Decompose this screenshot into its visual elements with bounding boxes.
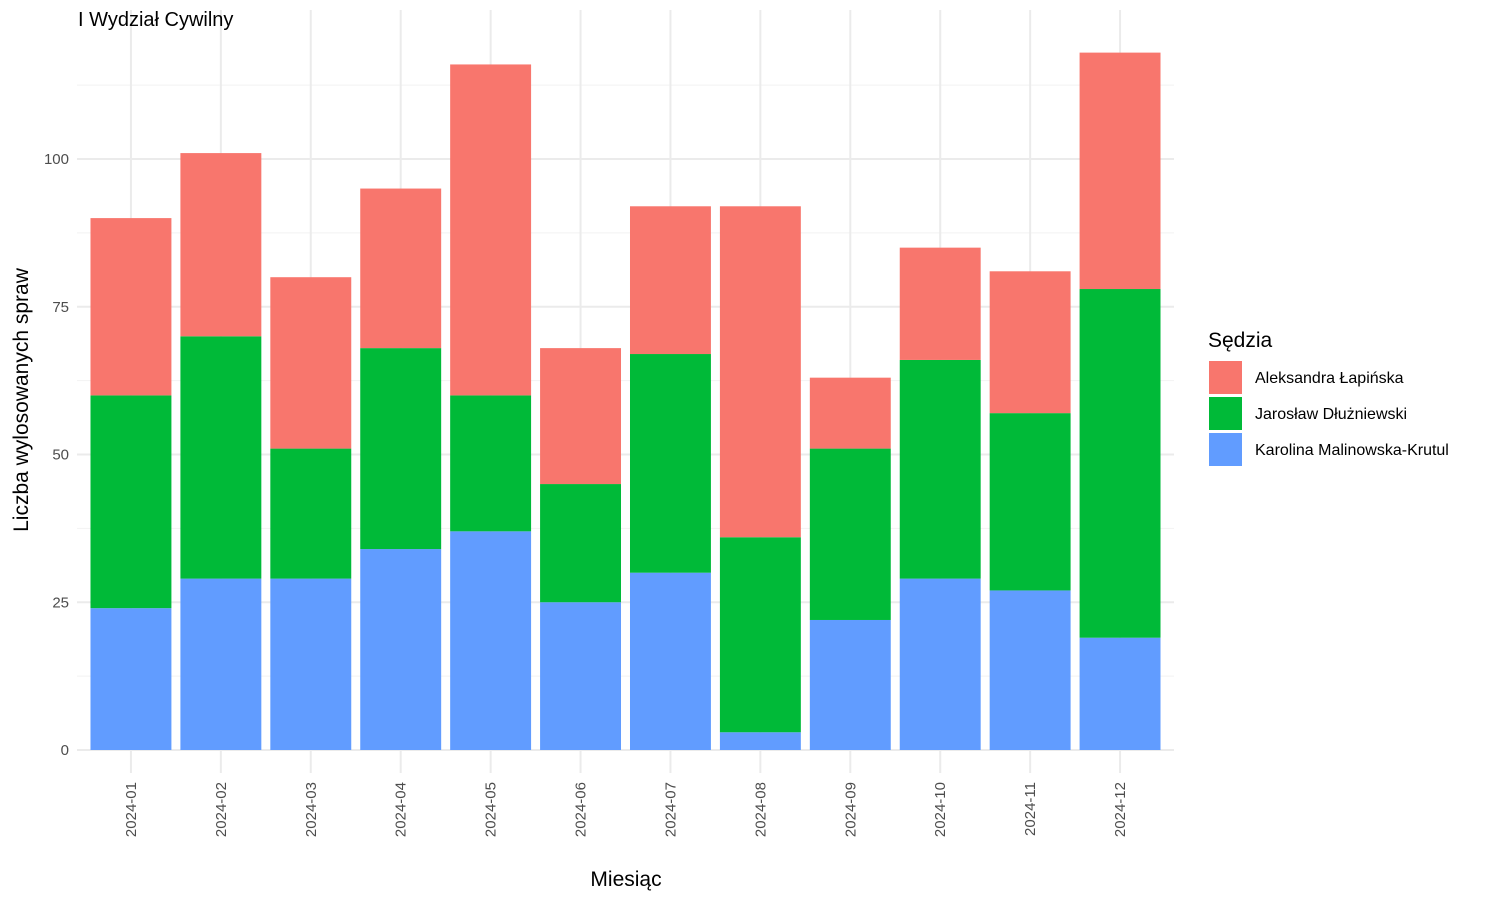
legend: Sędzia Aleksandra Łapińska Jarosław Dłużn… [1208,329,1449,466]
legend-swatch [1209,361,1242,394]
y-tick-label: 100 [44,151,69,168]
x-tick-label: 2024-02 [213,782,230,837]
x-tick-label: 2024-06 [573,782,590,837]
x-tick-label: 2024-11 [1022,782,1039,836]
bar-segment [629,572,711,750]
bar-segment [90,608,172,750]
bar-segment [360,348,442,550]
bar-segment [899,578,981,750]
y-tick-label: 75 [52,299,69,316]
y-tick-label: 50 [52,447,69,464]
x-axis-title: Miesiąc [590,868,661,891]
bar-segment [270,277,352,449]
legend-swatch [1209,397,1242,430]
bar-segment [629,206,711,355]
bar-segment [1079,289,1161,638]
x-tick-label: 2024-10 [932,782,949,837]
bar-segment [1079,52,1161,290]
bar-segment [90,395,172,609]
bar-segment [360,188,442,349]
x-tick-label: 2024-05 [483,782,500,837]
bar-segment [450,64,532,396]
bar-segment [180,336,262,579]
chart-title: I Wydział Cywilny [78,9,233,31]
bar-segment [719,206,801,538]
y-tick-label: 25 [52,594,69,611]
bar-segment [989,271,1071,414]
x-tick-label: 2024-03 [303,782,320,837]
bar-segment [809,619,891,750]
bar-segment [180,578,262,750]
bar-segment [270,448,352,579]
bar-segment [809,377,891,449]
bar-segment [1079,637,1161,750]
x-tick-label: 2024-04 [393,782,410,837]
y-axis-title: Liczba wylosowanych spraw [10,267,33,532]
bar-segment [719,732,801,750]
bar-segment [90,218,172,396]
bar-segment [270,578,352,750]
bar-segment [180,153,262,337]
axis-layer: 0 25 50 75 100 2024-01 2024-02 2024-03 2024-04 20… [44,151,1129,837]
bar-segment [899,247,981,360]
bar-segment [360,549,442,750]
x-tick-label: 2024-08 [752,782,769,837]
bar-segment [450,531,532,750]
x-tick-label: 2024-09 [842,782,859,837]
bar-segment [540,602,622,750]
legend-label: Jarosław Dłużniewski [1255,406,1407,423]
bar-segment [540,484,622,603]
bar-segment [899,359,981,579]
bar-segment [989,413,1071,591]
bar-segment [719,537,801,733]
legend-label: Karolina Malinowska-Krutul [1255,442,1449,459]
bar-segment [629,354,711,573]
legend-label: Aleksandra Łapińska [1255,370,1404,387]
bars-layer [90,52,1161,750]
legend-title: Sędzia [1208,329,1273,352]
x-tick-label: 2024-07 [662,782,679,837]
bar-segment [809,448,891,620]
bar-segment [989,590,1071,750]
y-tick-label: 0 [61,742,69,759]
x-tick-label: 2024-01 [123,782,140,837]
bar-segment [450,395,532,532]
bar-segment [540,348,622,485]
legend-swatch [1209,433,1242,466]
x-tick-label: 2024-12 [1112,782,1129,837]
